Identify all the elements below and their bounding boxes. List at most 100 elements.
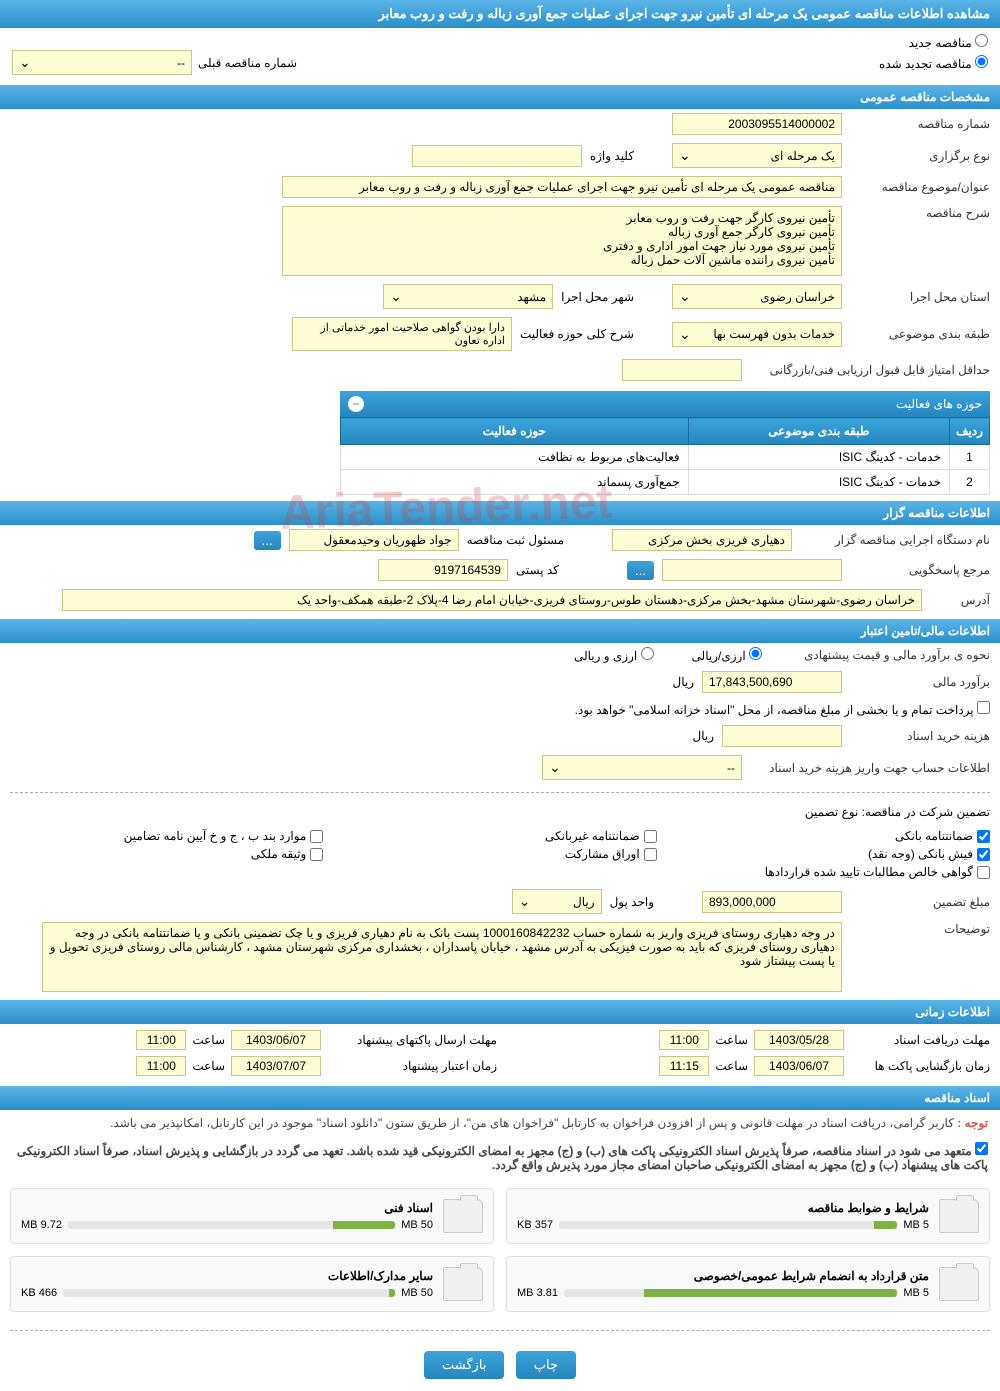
tender-number-label: شماره مناقصه bbox=[850, 117, 990, 131]
fin-desc-field: در وجه دهیاری روستای فریزی واریز به شمار… bbox=[42, 922, 842, 992]
col-activity: حوزه فعالیت bbox=[341, 418, 689, 445]
province-dropdown[interactable]: خراسان رضوی bbox=[672, 284, 842, 309]
radio-renewed-tender[interactable]: مناقصه تجدید شده bbox=[879, 55, 988, 71]
radio-riyal[interactable]: ارزی/ریالی bbox=[692, 647, 762, 663]
hour-label-1: ساعت bbox=[715, 1033, 748, 1047]
g4-checkbox[interactable]: فیش بانکی (وجه نقد) bbox=[677, 847, 990, 861]
hour-label-2: ساعت bbox=[192, 1033, 225, 1047]
file-card[interactable]: شرایط و ضوابط مناقصه 5 MB 357 KB bbox=[506, 1188, 990, 1244]
opening-date: 1403/06/07 bbox=[754, 1056, 844, 1076]
type-label: نوع برگزاری bbox=[850, 149, 990, 163]
col-row: ردیف bbox=[950, 418, 990, 445]
notice-2: متعهد می شود در اسناد مناقصه، صرفاً پذیر… bbox=[17, 1144, 988, 1172]
validity-date: 1403/07/07 bbox=[231, 1056, 321, 1076]
submit-deadline-label: مهلت ارسال پاکتهای پیشنهاد bbox=[327, 1033, 497, 1047]
currency-unit-label: واحد پول bbox=[610, 895, 654, 909]
submit-date: 1403/06/07 bbox=[231, 1030, 321, 1050]
estimate-field: 17,843,500,690 bbox=[702, 671, 842, 693]
prev-number-dropdown[interactable]: -- bbox=[12, 50, 192, 75]
min-score-label: حداقل امتیاز قابل قبول ارزیابی فنی/بازرگ… bbox=[750, 363, 990, 377]
radio-renewed-label: مناقصه تجدید شده bbox=[879, 57, 972, 71]
registrar-more-button[interactable]: ... bbox=[254, 531, 281, 550]
print-button[interactable]: چاپ bbox=[516, 1351, 576, 1379]
guarantee-type-label: تضمین شرکت در مناقصه: نوع تضمین bbox=[805, 805, 990, 819]
type-dropdown[interactable]: یک مرحله ای bbox=[672, 143, 842, 168]
g7-checkbox[interactable]: گواهی خالص مطالبات تایید شده قراردادها bbox=[10, 865, 990, 879]
registrar-label: مسئول ثبت مناقصه bbox=[467, 533, 564, 547]
city-dropdown[interactable]: مشهد bbox=[383, 284, 553, 309]
collapse-icon[interactable]: − bbox=[348, 396, 364, 412]
hour-label-4: ساعت bbox=[192, 1059, 225, 1073]
file-total: 5 MB bbox=[903, 1287, 929, 1299]
desc-textarea[interactable] bbox=[282, 206, 842, 276]
keyword-field[interactable] bbox=[412, 145, 582, 167]
file-card[interactable]: متن قرارداد به انضمام شرایط عمومی/خصوصی … bbox=[506, 1256, 990, 1312]
g5-checkbox[interactable]: اوراق مشارکت bbox=[343, 847, 656, 861]
guarantee-amount-field: 893,000,000 bbox=[702, 891, 842, 913]
currency-unit-dropdown[interactable]: ریال bbox=[512, 889, 602, 914]
g3-checkbox[interactable]: موارد بند ب ، ج و خ آیین نامه تضامین bbox=[10, 829, 323, 843]
file-name: اسناد فنی bbox=[21, 1201, 433, 1215]
doc-cost-field[interactable] bbox=[722, 725, 842, 747]
activity-desc-field: دارا بودن گواهی صلاحیت امور خدماتی از اد… bbox=[292, 317, 512, 351]
postal-label: کد پستی bbox=[516, 563, 559, 577]
g2-checkbox[interactable]: ضمانتنامه غیربانکی bbox=[343, 829, 656, 843]
submit-hour: 11:00 bbox=[136, 1030, 186, 1050]
treasury-checkbox[interactable]: پرداخت تمام و یا بخشی از مبلغ مناقصه، از… bbox=[575, 703, 990, 717]
responder-more-button[interactable]: ... bbox=[627, 561, 654, 580]
fin-desc-label: توضیحات bbox=[850, 922, 990, 936]
activity-desc-label: شرح کلی حوزه فعالیت bbox=[520, 327, 634, 341]
opening-hour: 11:15 bbox=[659, 1056, 709, 1076]
file-name: متن قرارداد به انضمام شرایط عمومی/خصوصی bbox=[517, 1269, 929, 1283]
folder-icon bbox=[939, 1199, 979, 1233]
file-card[interactable]: سایر مدارک/اطلاعات 50 MB 466 KB bbox=[10, 1256, 494, 1312]
activity-table-header: حوزه های فعالیت − bbox=[340, 391, 990, 417]
validity-hour: 11:00 bbox=[136, 1056, 186, 1076]
validity-label: زمان اعتبار پیشنهاد bbox=[327, 1059, 497, 1073]
activity-table: ردیف طبقه بندی موضوعی حوزه فعالیت 1خدمات… bbox=[340, 417, 990, 495]
page-title: مشاهده اطلاعات مناقصه عمومی یک مرحله ای … bbox=[0, 0, 1000, 28]
category-dropdown[interactable]: خدمات بدون فهرست بها bbox=[672, 322, 842, 347]
city-label: شهر محل اجرا bbox=[561, 290, 634, 304]
section-timing: اطلاعات زمانی bbox=[0, 1000, 1000, 1024]
keyword-label: کلید واژه bbox=[590, 149, 634, 163]
responder-field bbox=[662, 559, 842, 581]
commitment-checkbox[interactable] bbox=[975, 1142, 988, 1155]
receive-date: 1403/05/28 bbox=[754, 1030, 844, 1050]
estimate-method-label: نحوه ی برآورد مالی و قیمت پیشنهادی bbox=[770, 648, 990, 662]
account-info-dropdown[interactable]: -- bbox=[542, 755, 742, 780]
section-general: مشخصات مناقصه عمومی bbox=[0, 85, 1000, 109]
file-name: شرایط و ضوابط مناقصه bbox=[517, 1201, 929, 1215]
file-total: 50 MB bbox=[401, 1287, 433, 1299]
radio-currency[interactable]: ارزی و ریالی bbox=[574, 647, 654, 663]
prev-number-label: شماره مناقصه قبلی bbox=[198, 56, 297, 70]
file-used: 466 KB bbox=[21, 1287, 57, 1299]
section-financial: اطلاعات مالی/تامین اعتبار bbox=[0, 619, 1000, 643]
org-name-label: نام دستگاه اجرایی مناقصه گزار bbox=[800, 533, 990, 547]
radio-new-label: مناقصه جدید bbox=[909, 36, 972, 50]
responder-label: مرجع پاسخگویی bbox=[850, 563, 990, 577]
file-used: 9.72 MB bbox=[21, 1219, 62, 1231]
category-label: طبقه بندی موضوعی bbox=[850, 327, 990, 341]
file-card[interactable]: اسناد فنی 50 MB 9.72 MB bbox=[10, 1188, 494, 1244]
account-info-label: اطلاعات حساب جهت واریز هزینه خرید اسناد bbox=[750, 761, 990, 775]
file-name: سایر مدارک/اطلاعات bbox=[21, 1269, 433, 1283]
notice-lead: توجه : bbox=[957, 1116, 988, 1130]
g6-checkbox[interactable]: وثیقه ملکی bbox=[10, 847, 323, 861]
org-name-field: دهیاری فریزی بخش مرکزی bbox=[612, 529, 792, 551]
registrar-field: جواد ظهوریان وحیدمعقول bbox=[289, 529, 459, 551]
min-score-field[interactable] bbox=[622, 359, 742, 381]
receive-hour: 11:00 bbox=[659, 1030, 709, 1050]
folder-icon bbox=[443, 1267, 483, 1301]
unit-riyal: ریال bbox=[672, 675, 694, 689]
radio-new-tender[interactable]: مناقصه جدید bbox=[909, 36, 988, 50]
back-button[interactable]: بازگشت bbox=[424, 1351, 504, 1379]
g1-checkbox[interactable]: ضمانتنامه بانکی bbox=[677, 829, 990, 843]
file-total: 5 MB bbox=[903, 1219, 929, 1231]
address-field: خراسان رضوی-شهرستان مشهد-بخش مرکزی-دهستا… bbox=[62, 589, 922, 611]
guarantee-amount-label: مبلغ تضمین bbox=[850, 895, 990, 909]
notice-1: کاربر گرامی، دریافت اسناد در مهلت قانونی… bbox=[110, 1116, 954, 1130]
table-row: 2خدمات - کدینگ ISICجمع‌آوری پسماند bbox=[341, 470, 990, 495]
unit-riyal-2: ریال bbox=[692, 729, 714, 743]
subject-label: عنوان/موضوع مناقصه bbox=[850, 180, 990, 194]
